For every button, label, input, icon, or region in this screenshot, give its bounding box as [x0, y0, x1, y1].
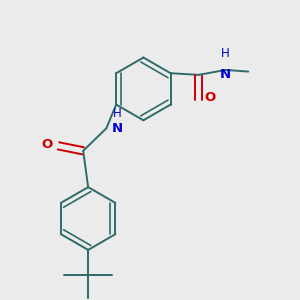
Text: H: H [112, 107, 121, 120]
Text: H: H [221, 47, 230, 60]
Text: N: N [111, 122, 122, 135]
Text: O: O [41, 138, 52, 151]
Text: N: N [220, 68, 231, 81]
Text: O: O [205, 92, 216, 104]
